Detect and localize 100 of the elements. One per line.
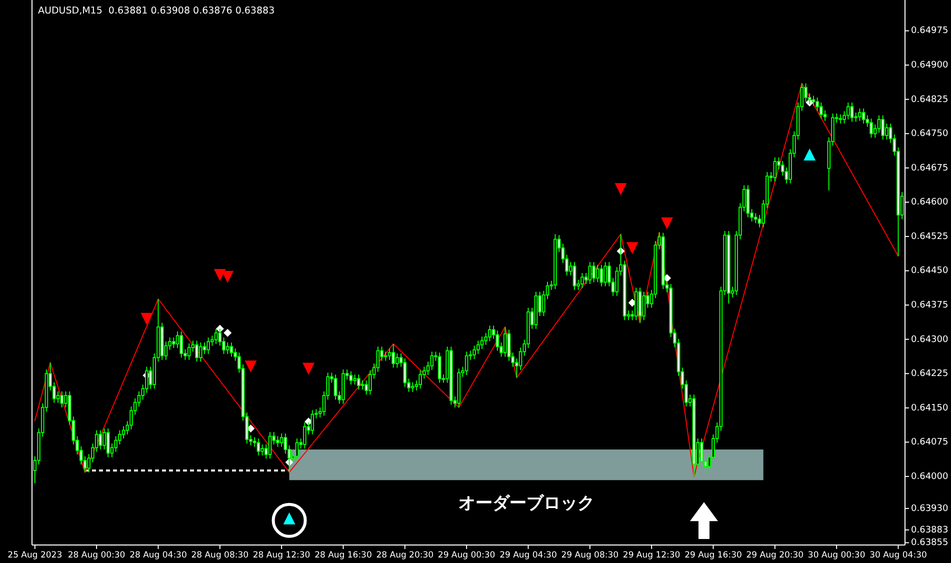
y-tick-label: 0.64975: [911, 26, 948, 36]
y-tick-label: 0.63883: [911, 525, 948, 536]
y-tick-label: 0.64000: [911, 472, 948, 482]
candlestick: [518, 347, 522, 370]
candlestick: [507, 329, 511, 362]
x-tick-label: 28 Aug 04:30: [130, 550, 187, 560]
x-tick-label: 29 Aug 00:30: [438, 550, 496, 560]
candlestick: [353, 374, 356, 386]
y-tick-label: 0.63930: [911, 504, 948, 514]
candlestick: [392, 343, 395, 368]
candlestick: [276, 436, 280, 448]
candlestick: [195, 340, 198, 362]
candlestick: [588, 262, 592, 285]
candlestick: [376, 346, 380, 372]
x-tick-label: 28 Aug 08:30: [191, 550, 249, 560]
y-tick-label: 0.64525: [911, 232, 948, 242]
candlestick: [310, 410, 314, 435]
candlestick: [256, 438, 260, 456]
y-tick-label: 0.64300: [911, 334, 948, 345]
candlestick: [600, 264, 604, 287]
candlestick: [198, 342, 202, 362]
y-tick-label: 0.64450: [911, 266, 948, 276]
candlestick: [604, 262, 607, 287]
x-tick-label: 30 Aug 04:30: [870, 550, 927, 560]
x-tick-label: 29 Aug 16:30: [684, 550, 742, 560]
candlestick: [418, 370, 422, 390]
candlestick: [496, 330, 500, 352]
candlestick: [823, 110, 827, 122]
candlestick: [862, 108, 866, 124]
candlestick: [60, 390, 64, 408]
candlestick: [396, 352, 399, 368]
candlestick: [284, 432, 288, 454]
candlestick: [746, 184, 750, 218]
candlestick: [98, 430, 102, 450]
candlestick: [303, 422, 306, 450]
y-tick-label: 0.64600: [911, 198, 948, 208]
candlestick: [596, 264, 600, 283]
candlestick: [773, 156, 777, 182]
candlestick: [122, 426, 126, 440]
candlestick: [202, 342, 206, 354]
x-tick-label: 29 Aug 20:30: [746, 550, 804, 560]
candlestick: [503, 326, 507, 358]
x-tick-label: 29 Aug 12:30: [622, 550, 680, 560]
y-tick-label: 0.64375: [911, 300, 948, 311]
x-tick-label: 28 Aug 20:30: [376, 550, 434, 560]
y-tick-label: 0.64675: [911, 163, 948, 174]
candlestick: [137, 390, 141, 408]
candlestick: [295, 438, 299, 461]
candlestick: [838, 114, 842, 124]
candlestick: [172, 336, 176, 349]
candlestick: [187, 342, 191, 360]
candlestick: [102, 428, 106, 450]
candlestick: [580, 272, 584, 289]
x-tick-label: 30 Aug 00:30: [808, 550, 866, 560]
candlestick: [881, 114, 884, 140]
candlestick: [464, 351, 468, 376]
text: AUDUSD,M15 0.63881 0.63908 0.63876 0.63883: [38, 6, 275, 17]
candlestick: [360, 380, 364, 390]
candlestick: [356, 374, 360, 390]
candlestick: [410, 382, 414, 392]
y-tick-label: 0.64900: [911, 60, 948, 71]
candlestick: [642, 291, 646, 321]
candlestick: [846, 102, 850, 120]
x-tick-label: 28 Aug 16:30: [314, 550, 372, 560]
candlestick: [268, 432, 272, 460]
y-tick-label: 0.64750: [911, 129, 948, 140]
candlestick: [206, 336, 210, 354]
line-series: [34, 82, 899, 477]
candlestick: [230, 342, 234, 358]
candlestick: [885, 123, 888, 140]
candlestick: [870, 118, 873, 138]
candlestick: [280, 432, 284, 448]
candlestick: [488, 325, 492, 342]
candlestick: [850, 102, 854, 122]
candlestick: [572, 262, 576, 290]
candlestick: [480, 336, 484, 350]
candlestick: [218, 328, 222, 346]
candlestick: [349, 370, 353, 386]
candlestick: [214, 328, 218, 344]
x-tick-label: 29 Aug 04:30: [500, 550, 557, 560]
x-tick-label: 29 Aug 08:30: [561, 550, 619, 560]
candlestick: [260, 444, 264, 456]
candlestick: [438, 352, 442, 384]
y-tick-label: 0.64150: [911, 403, 948, 414]
candlestick: [592, 262, 596, 283]
candlestick: [180, 331, 184, 358]
candlestick: [334, 374, 338, 400]
y-tick-label: 0.64075: [911, 438, 948, 448]
x-tick-label: 28 Aug 00:30: [68, 550, 126, 560]
candlestick: [106, 428, 110, 458]
candlestick: [754, 212, 758, 224]
x-tick-label: 28 Aug 12:30: [252, 550, 310, 560]
annotation: オーダーブロック: [458, 494, 594, 514]
x-tick-label: 25 Aug 2023: [8, 550, 62, 560]
candlestick: [226, 342, 230, 354]
candlestick: [388, 348, 392, 360]
y-tick-label: 0.64225: [911, 369, 948, 380]
candlestick: [877, 114, 881, 134]
candlestick: [858, 108, 862, 122]
candlestick: [384, 351, 388, 362]
